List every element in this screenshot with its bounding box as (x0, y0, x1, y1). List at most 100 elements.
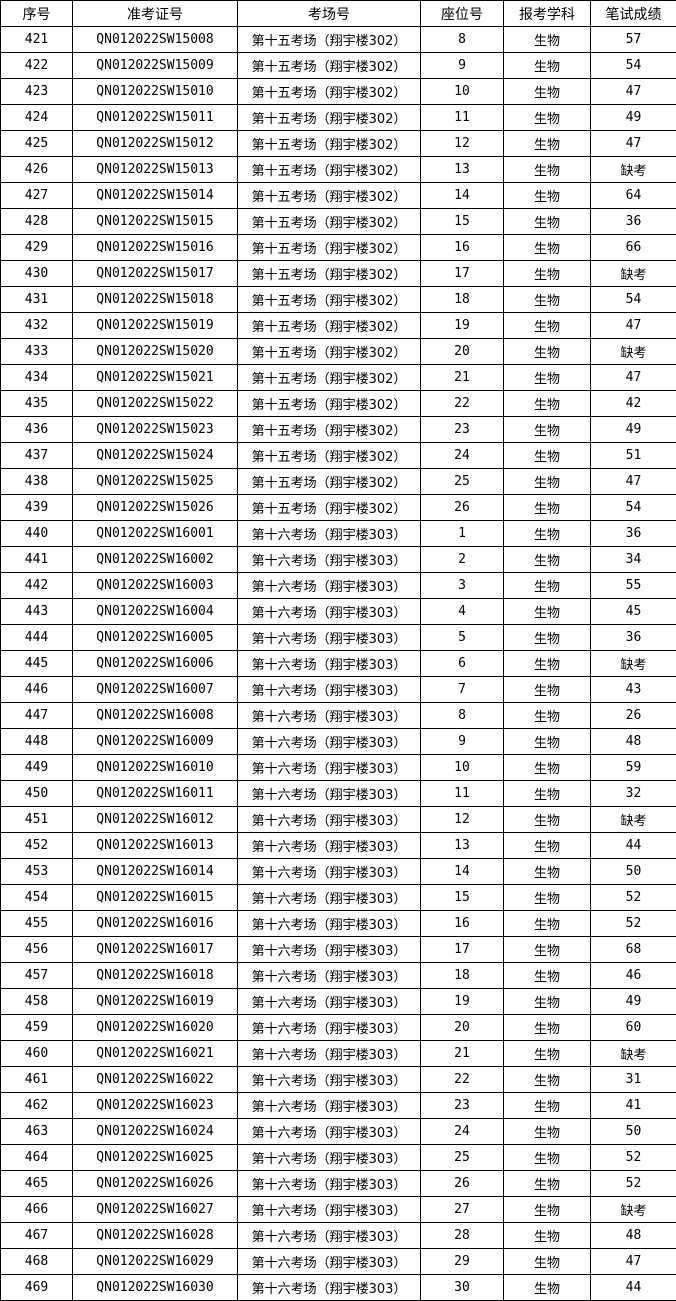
seat-number-cell: 27 (420, 1196, 504, 1223)
score-cell: 41 (590, 1092, 676, 1119)
subject-cell: 生物 (503, 130, 591, 157)
ticket-number-cell: QN012022SW15025 (72, 468, 238, 495)
score-cell: 54 (590, 52, 676, 79)
serial-cell: 464 (0, 1144, 73, 1171)
table-row: 438 QN012022SW15025 第十五考场（翔宇楼302） 25 生物 47 (0, 468, 676, 495)
seat-number-cell: 4 (420, 598, 504, 625)
score-cell: 缺考 (590, 1040, 676, 1067)
exam-room-cell: 第十六考场（翔宇楼303） (237, 1040, 421, 1067)
seat-number-cell: 1 (420, 520, 504, 547)
serial-cell: 469 (0, 1274, 73, 1301)
table-row: 456 QN012022SW16017 第十六考场（翔宇楼303） 17 生物 68 (0, 936, 676, 963)
ticket-number-cell: QN012022SW15018 (72, 286, 238, 313)
seat-number-cell: 13 (420, 156, 504, 183)
table-row: 465 QN012022SW16026 第十六考场（翔宇楼303） 26 生物 52 (0, 1170, 676, 1197)
table-row: 439 QN012022SW15026 第十五考场（翔宇楼302） 26 生物 54 (0, 494, 676, 521)
serial-cell: 422 (0, 52, 73, 79)
serial-cell: 428 (0, 208, 73, 235)
table-row: 467 QN012022SW16028 第十六考场（翔宇楼303） 28 生物 48 (0, 1222, 676, 1249)
subject-cell: 生物 (503, 728, 591, 755)
table-row: 431 QN012022SW15018 第十五考场（翔宇楼302） 18 生物 54 (0, 286, 676, 313)
score-cell: 47 (590, 312, 676, 339)
subject-cell: 生物 (503, 832, 591, 859)
exam-room-cell: 第十五考场（翔宇楼302） (237, 130, 421, 157)
subject-cell: 生物 (503, 858, 591, 885)
ticket-number-cell: QN012022SW15016 (72, 234, 238, 261)
score-cell: 缺考 (590, 806, 676, 833)
table-row: 453 QN012022SW16014 第十六考场（翔宇楼303） 14 生物 50 (0, 858, 676, 885)
ticket-number-cell: QN012022SW15026 (72, 494, 238, 521)
subject-cell: 生物 (503, 1144, 591, 1171)
ticket-number-cell: QN012022SW16011 (72, 780, 238, 807)
seat-number-cell: 6 (420, 650, 504, 677)
subject-cell: 生物 (503, 52, 591, 79)
score-cell: 60 (590, 1014, 676, 1041)
ticket-number-cell: QN012022SW16026 (72, 1170, 238, 1197)
subject-cell: 生物 (503, 598, 591, 625)
exam-room-cell: 第十六考场（翔宇楼303） (237, 728, 421, 755)
score-cell: 49 (590, 416, 676, 443)
ticket-number-cell: QN012022SW16017 (72, 936, 238, 963)
serial-cell: 449 (0, 754, 73, 781)
subject-cell: 生物 (503, 208, 591, 235)
exam-room-cell: 第十六考场（翔宇楼303） (237, 780, 421, 807)
ticket-number-cell: QN012022SW15023 (72, 416, 238, 443)
ticket-number-cell: QN012022SW16016 (72, 910, 238, 937)
subject-cell: 生物 (503, 1170, 591, 1197)
serial-cell: 438 (0, 468, 73, 495)
subject-cell: 生物 (503, 702, 591, 729)
serial-cell: 451 (0, 806, 73, 833)
header-seat-number: 座位号 (420, 0, 504, 27)
subject-cell: 生物 (503, 1274, 591, 1301)
exam-room-cell: 第十六考场（翔宇楼303） (237, 1222, 421, 1249)
table-row: 425 QN012022SW15012 第十五考场（翔宇楼302） 12 生物 47 (0, 130, 676, 157)
exam-room-cell: 第十六考场（翔宇楼303） (237, 598, 421, 625)
ticket-number-cell: QN012022SW16027 (72, 1196, 238, 1223)
seat-number-cell: 25 (420, 1144, 504, 1171)
ticket-number-cell: QN012022SW15008 (72, 26, 238, 53)
exam-room-cell: 第十六考场（翔宇楼303） (237, 650, 421, 677)
serial-cell: 429 (0, 234, 73, 261)
serial-cell: 459 (0, 1014, 73, 1041)
serial-cell: 467 (0, 1222, 73, 1249)
seat-number-cell: 8 (420, 702, 504, 729)
score-cell: 49 (590, 988, 676, 1015)
serial-cell: 437 (0, 442, 73, 469)
subject-cell: 生物 (503, 468, 591, 495)
subject-cell: 生物 (503, 1196, 591, 1223)
table-row: 457 QN012022SW16018 第十六考场（翔宇楼303） 18 生物 46 (0, 962, 676, 989)
subject-cell: 生物 (503, 806, 591, 833)
subject-cell: 生物 (503, 286, 591, 313)
score-cell: 44 (590, 832, 676, 859)
table-row: 428 QN012022SW15015 第十五考场（翔宇楼302） 15 生物 36 (0, 208, 676, 235)
table-row: 452 QN012022SW16013 第十六考场（翔宇楼303） 13 生物 44 (0, 832, 676, 859)
seat-number-cell: 12 (420, 130, 504, 157)
table-row: 450 QN012022SW16011 第十六考场（翔宇楼303） 11 生物 32 (0, 780, 676, 807)
table-row: 454 QN012022SW16015 第十六考场（翔宇楼303） 15 生物 52 (0, 884, 676, 911)
exam-room-cell: 第十五考场（翔宇楼302） (237, 26, 421, 53)
subject-cell: 生物 (503, 260, 591, 287)
table-row: 460 QN012022SW16021 第十六考场（翔宇楼303） 21 生物 缺考 (0, 1040, 676, 1067)
exam-room-cell: 第十六考场（翔宇楼303） (237, 702, 421, 729)
subject-cell: 生物 (503, 338, 591, 365)
table-row: 434 QN012022SW15021 第十五考场（翔宇楼302） 21 生物 47 (0, 364, 676, 391)
subject-cell: 生物 (503, 650, 591, 677)
exam-room-cell: 第十六考场（翔宇楼303） (237, 520, 421, 547)
exam-room-cell: 第十六考场（翔宇楼303） (237, 1014, 421, 1041)
exam-room-cell: 第十五考场（翔宇楼302） (237, 156, 421, 183)
serial-cell: 460 (0, 1040, 73, 1067)
seat-number-cell: 21 (420, 1040, 504, 1067)
ticket-number-cell: QN012022SW16021 (72, 1040, 238, 1067)
seat-number-cell: 15 (420, 884, 504, 911)
table-row: 440 QN012022SW16001 第十六考场（翔宇楼303） 1 生物 36 (0, 520, 676, 547)
header-ticket-number: 准考证号 (72, 0, 238, 27)
exam-room-cell: 第十五考场（翔宇楼302） (237, 338, 421, 365)
exam-room-cell: 第十六考场（翔宇楼303） (237, 1144, 421, 1171)
serial-cell: 436 (0, 416, 73, 443)
exam-room-cell: 第十六考场（翔宇楼303） (237, 1196, 421, 1223)
seat-number-cell: 7 (420, 676, 504, 703)
ticket-number-cell: QN012022SW16025 (72, 1144, 238, 1171)
exam-room-cell: 第十六考场（翔宇楼303） (237, 910, 421, 937)
ticket-number-cell: QN012022SW15020 (72, 338, 238, 365)
seat-number-cell: 14 (420, 182, 504, 209)
